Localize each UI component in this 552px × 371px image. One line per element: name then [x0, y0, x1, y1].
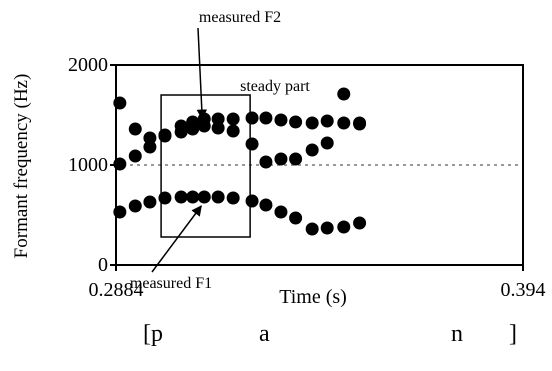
- data-point: [259, 111, 273, 125]
- phoneme-n: n: [451, 321, 463, 347]
- data-point: [289, 115, 303, 129]
- phoneme-a: a: [259, 321, 270, 347]
- data-point: [337, 87, 351, 101]
- data-point: [259, 198, 273, 212]
- data-point: [337, 220, 351, 234]
- data-point: [186, 190, 200, 204]
- data-point: [320, 136, 334, 150]
- data-point: [274, 113, 288, 127]
- data-point: [128, 122, 142, 136]
- measured-f2-arrow: [196, 27, 208, 121]
- data-point: [289, 211, 303, 225]
- data-point: [320, 221, 334, 235]
- data-point: [158, 191, 172, 205]
- steady-part-label: steady part: [240, 78, 310, 95]
- y-axis-label: Formant frequency (Hz): [11, 74, 32, 259]
- data-point: [211, 112, 225, 126]
- data-point: [289, 152, 303, 166]
- data-point: [158, 128, 172, 142]
- data-point: [226, 112, 240, 126]
- data-point: [320, 114, 334, 128]
- measured-f1-arrow: [151, 205, 202, 273]
- phoneme-close: ]: [509, 321, 517, 347]
- data-point: [143, 195, 157, 209]
- data-point: [226, 124, 240, 138]
- data-point: [128, 199, 142, 213]
- data-point: [353, 216, 367, 230]
- data-point: [305, 143, 319, 157]
- data-point: [197, 190, 211, 204]
- data-point: [226, 191, 240, 205]
- data-point: [174, 119, 188, 133]
- data-point: [128, 149, 142, 163]
- data-point: [174, 190, 188, 204]
- steady-part-box: [160, 94, 251, 238]
- data-point: [305, 116, 319, 130]
- data-point: [353, 117, 367, 131]
- y-tick-label-0: 0: [98, 254, 108, 276]
- y-tick-label-1000: 1000: [68, 154, 108, 176]
- x-tick-label-min: 0.2884: [89, 279, 144, 301]
- y-tick-label-2000: 2000: [68, 54, 108, 76]
- data-point: [186, 115, 200, 129]
- data-point: [143, 131, 157, 145]
- measured-f2-label: measured F2: [199, 9, 281, 26]
- data-point: [143, 140, 157, 154]
- measured-f1-label: measured F1: [130, 275, 212, 292]
- data-point: [245, 111, 259, 125]
- data-point: [274, 205, 288, 219]
- phoneme-open: [p: [143, 321, 163, 347]
- data-point: [305, 222, 319, 236]
- x-axis-label: Time (s): [279, 286, 347, 308]
- data-point: [211, 190, 225, 204]
- data-point: [259, 155, 273, 169]
- data-point: [274, 152, 288, 166]
- data-point: [245, 137, 259, 151]
- data-point: [197, 112, 211, 126]
- data-point: [337, 116, 351, 130]
- x-tick-label-max: 0.394: [501, 279, 546, 301]
- data-point: [211, 121, 225, 135]
- data-point: [245, 194, 259, 208]
